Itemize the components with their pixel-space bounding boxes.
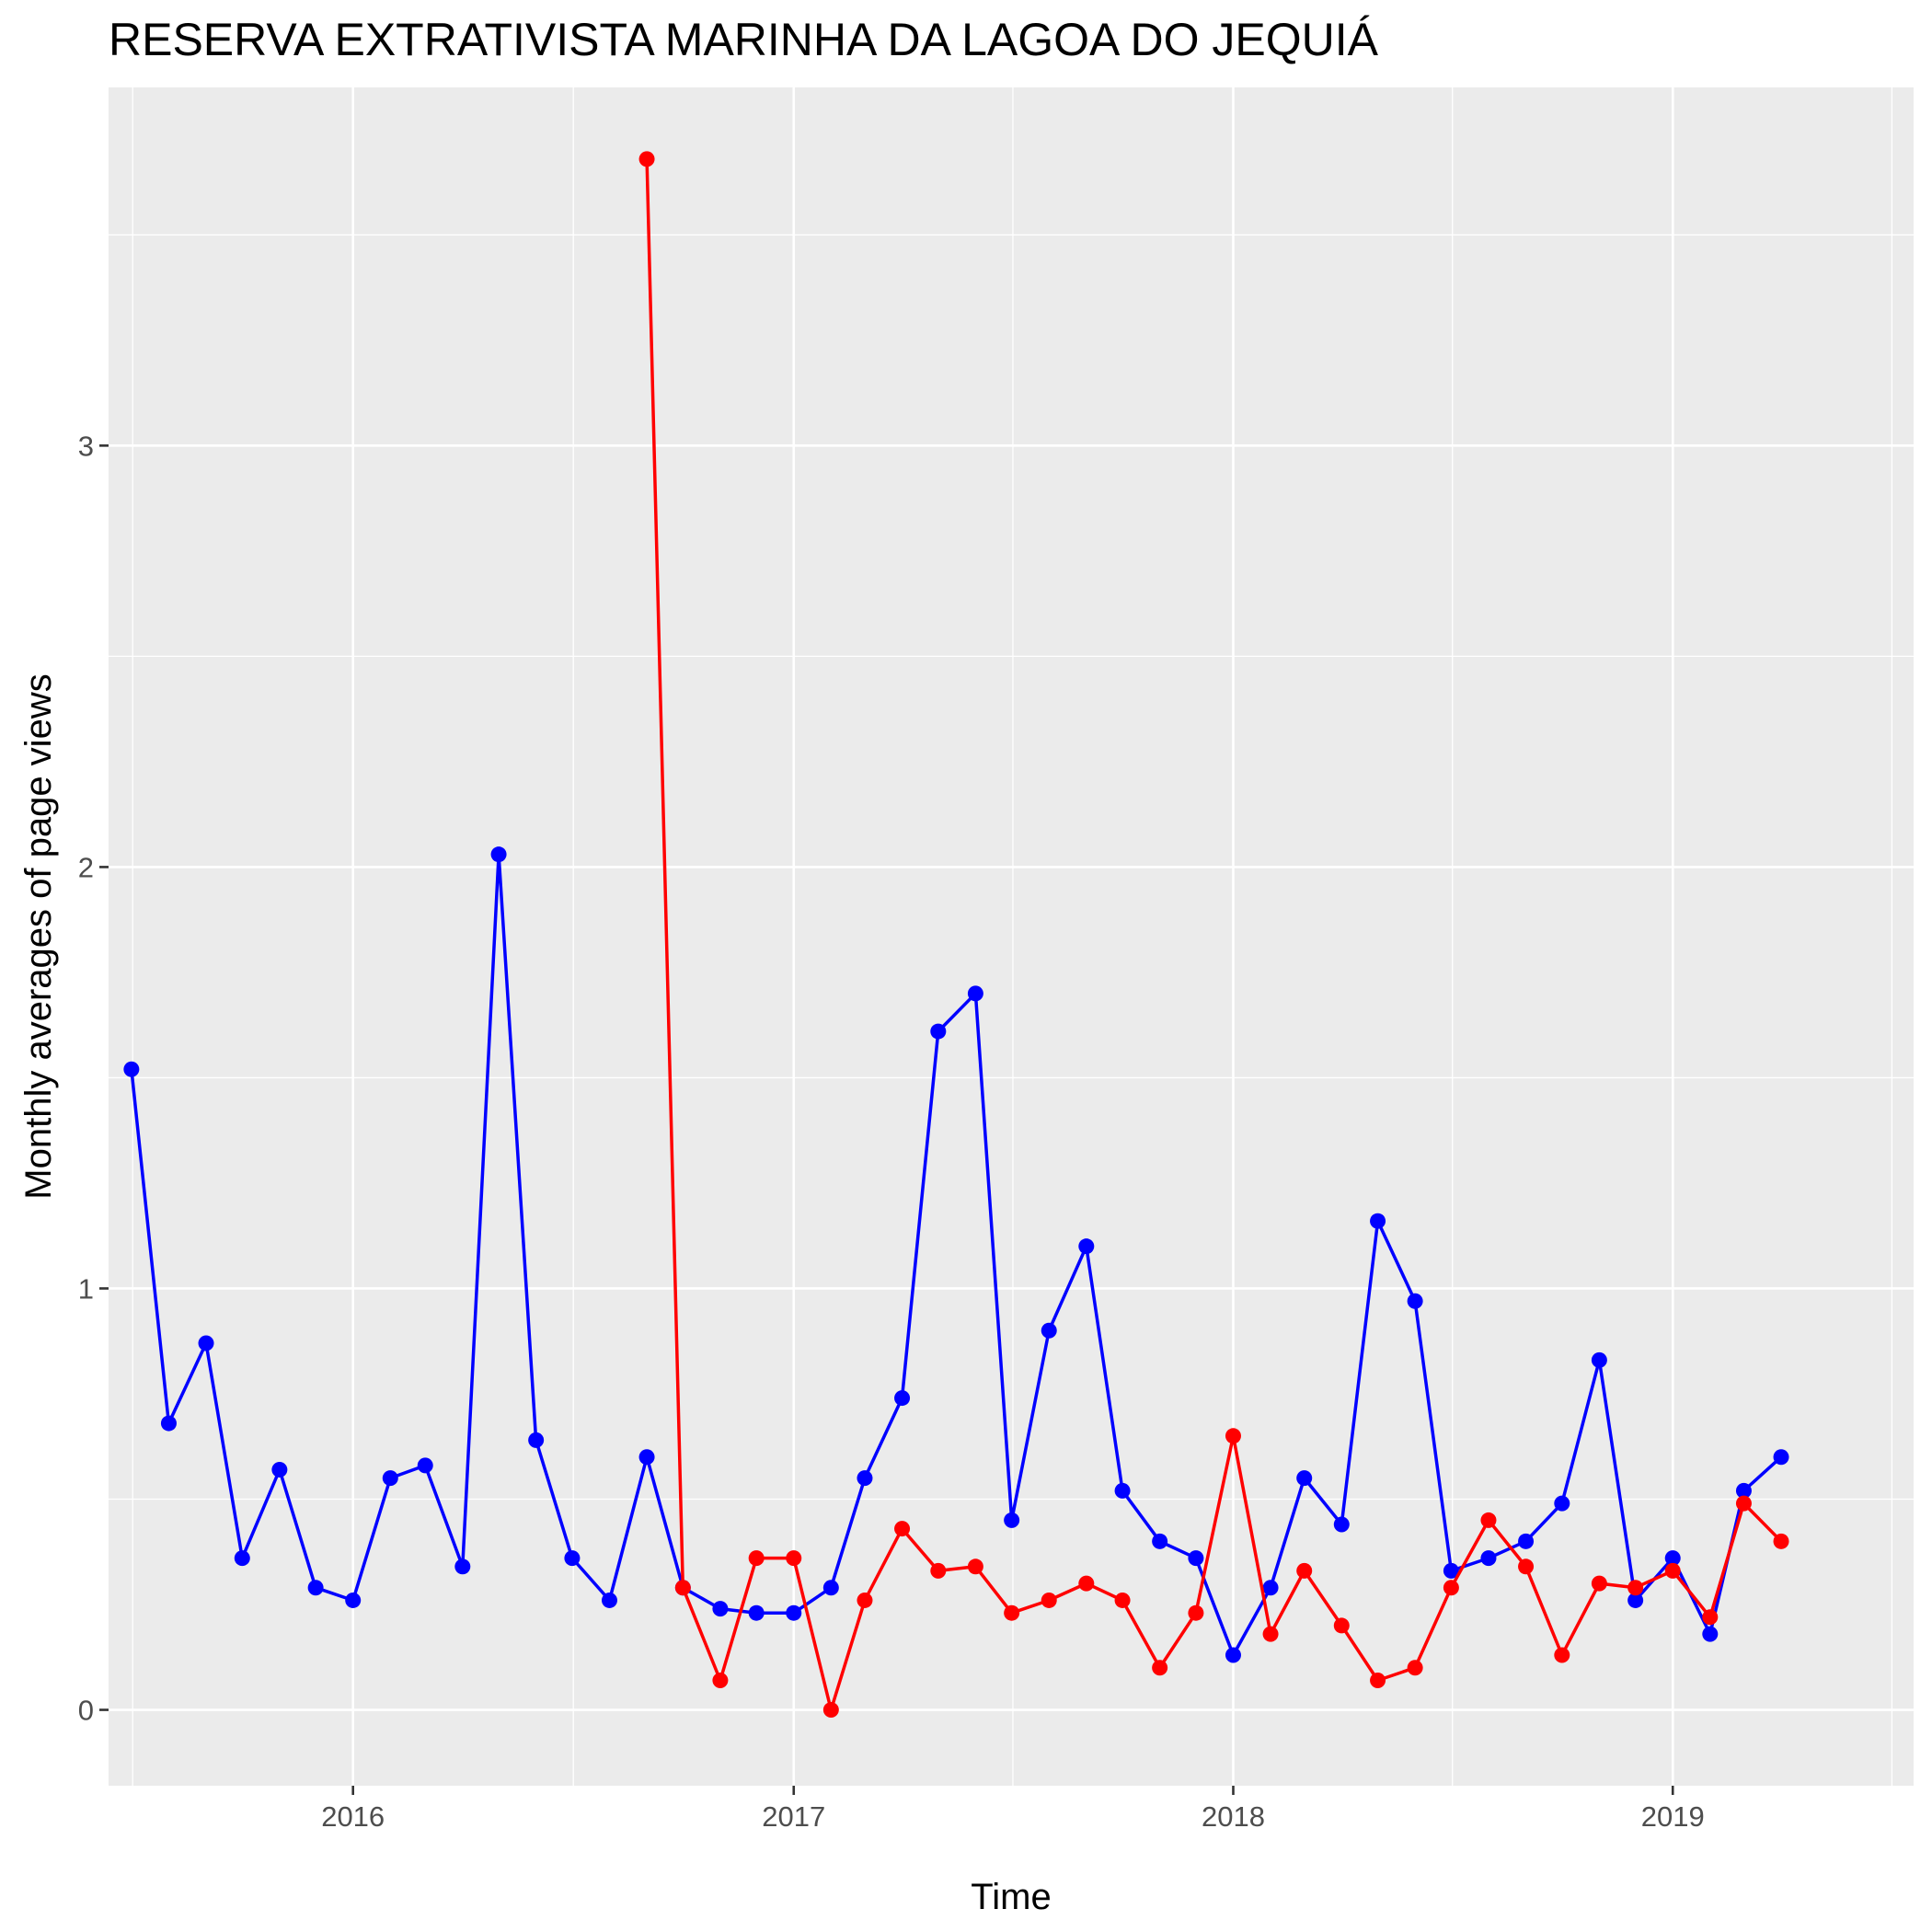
series-2-point: [1078, 1575, 1095, 1592]
series-1-point: [1591, 1351, 1607, 1368]
series-1-point: [1188, 1550, 1204, 1567]
series-1-point: [1773, 1449, 1789, 1466]
series-1-point: [967, 985, 983, 1002]
series-2-point: [1225, 1428, 1241, 1444]
series-2-point: [1773, 1533, 1789, 1549]
series-1-point: [1078, 1238, 1095, 1255]
series-2-point: [1480, 1512, 1497, 1528]
series-2-point: [1262, 1626, 1279, 1642]
series-1-point: [930, 1023, 947, 1040]
series-2-point: [1443, 1580, 1459, 1596]
series-2-point: [1735, 1495, 1752, 1512]
series-2-point: [786, 1550, 802, 1567]
series-1-point: [601, 1592, 617, 1608]
series-1-point: [160, 1415, 177, 1432]
series-2-point: [1188, 1604, 1204, 1621]
series-2-point: [967, 1558, 983, 1575]
x-axis-title: Time: [971, 1877, 1051, 1917]
series-1-point: [1370, 1213, 1386, 1229]
series-2-point: [674, 1580, 691, 1596]
series-2-point: [1004, 1604, 1020, 1621]
x-tick-label: 2019: [1641, 1800, 1705, 1833]
series-2-point: [1664, 1562, 1681, 1579]
series-1-point: [198, 1335, 214, 1351]
series-1-point: [748, 1604, 765, 1621]
series-2-point: [1370, 1672, 1386, 1688]
series-1-point: [1407, 1293, 1423, 1309]
series-1-point: [857, 1470, 873, 1487]
series-2-point: [1333, 1617, 1350, 1634]
series-2-point: [748, 1550, 765, 1567]
series-2-point: [1554, 1647, 1570, 1663]
series-2-point: [1627, 1580, 1644, 1596]
series-1-point: [1004, 1512, 1020, 1528]
series-1-point: [822, 1580, 839, 1596]
series-1-point: [712, 1601, 729, 1617]
x-tick-label: 2016: [321, 1800, 385, 1833]
x-tick-label: 2017: [762, 1800, 825, 1833]
x-axis: 2016 2017 2018 2019: [321, 1786, 1705, 1833]
series-1-point: [1664, 1550, 1681, 1567]
series-2-point: [822, 1702, 839, 1719]
series-2-point: [894, 1521, 911, 1537]
x-tick-label: 2018: [1202, 1800, 1265, 1833]
series-1-point: [1225, 1647, 1241, 1663]
series-1-point: [123, 1061, 140, 1077]
series-1-point: [382, 1470, 398, 1487]
minor-gridlines: [109, 87, 1914, 1786]
series-1-point: [345, 1592, 362, 1608]
series-1-point: [417, 1457, 433, 1474]
major-gridlines: [109, 87, 1914, 1786]
series-1-point: [234, 1550, 250, 1567]
series-1-point: [1480, 1550, 1497, 1567]
y-axis-title: Monthly averages of page views: [18, 673, 59, 1199]
series-2-point: [1702, 1609, 1719, 1626]
series-1-point: [1152, 1533, 1168, 1549]
series-1-point: [786, 1604, 802, 1621]
y-tick-label: 0: [78, 1695, 94, 1727]
series-2-point: [712, 1672, 729, 1688]
series-2-point: [1591, 1575, 1607, 1592]
series-2-point: [1041, 1592, 1057, 1608]
series-1-point: [1735, 1482, 1752, 1499]
series-1-point: [1518, 1533, 1535, 1549]
series-2-point: [930, 1562, 947, 1579]
y-tick-label: 3: [78, 430, 94, 462]
series-1-point: [1262, 1580, 1279, 1596]
y-axis: 0 1 2 3: [78, 430, 109, 1727]
series-1-point: [1443, 1562, 1459, 1579]
series-1-point: [564, 1550, 581, 1567]
series-1-point: [454, 1558, 471, 1575]
series-1-point: [1296, 1470, 1313, 1487]
series-1-point: [638, 1449, 655, 1466]
series-1-point: [307, 1580, 324, 1596]
series-2-point: [1152, 1660, 1168, 1676]
series-1-point: [1627, 1592, 1644, 1608]
series-2-point: [638, 151, 655, 167]
series-1-point: [1041, 1322, 1057, 1339]
series-1-point: [490, 846, 507, 863]
series-1-point: [1333, 1516, 1350, 1533]
series-1-point: [894, 1390, 911, 1407]
y-tick-label: 1: [78, 1272, 94, 1305]
series-line-2: [645, 158, 1783, 1712]
series-1-point: [271, 1461, 288, 1478]
y-tick-label: 2: [78, 851, 94, 883]
series-2-point: [857, 1592, 873, 1608]
series-1-point: [1554, 1495, 1570, 1512]
series-1-point: [528, 1432, 545, 1448]
series-1-point: [1114, 1482, 1131, 1499]
chart-title: RESERVA EXTRATIVISTA MARINHA DA LAGOA DO…: [109, 14, 1379, 65]
plot-panel: [109, 87, 1914, 1786]
series-layer: [123, 151, 1789, 1719]
series-2-point: [1296, 1562, 1313, 1579]
series-2-point: [1407, 1660, 1423, 1676]
series-1-point: [1702, 1626, 1719, 1642]
series-2-point: [1518, 1558, 1535, 1575]
series-2-point: [1114, 1592, 1131, 1608]
series-line-1: [130, 852, 1783, 1657]
